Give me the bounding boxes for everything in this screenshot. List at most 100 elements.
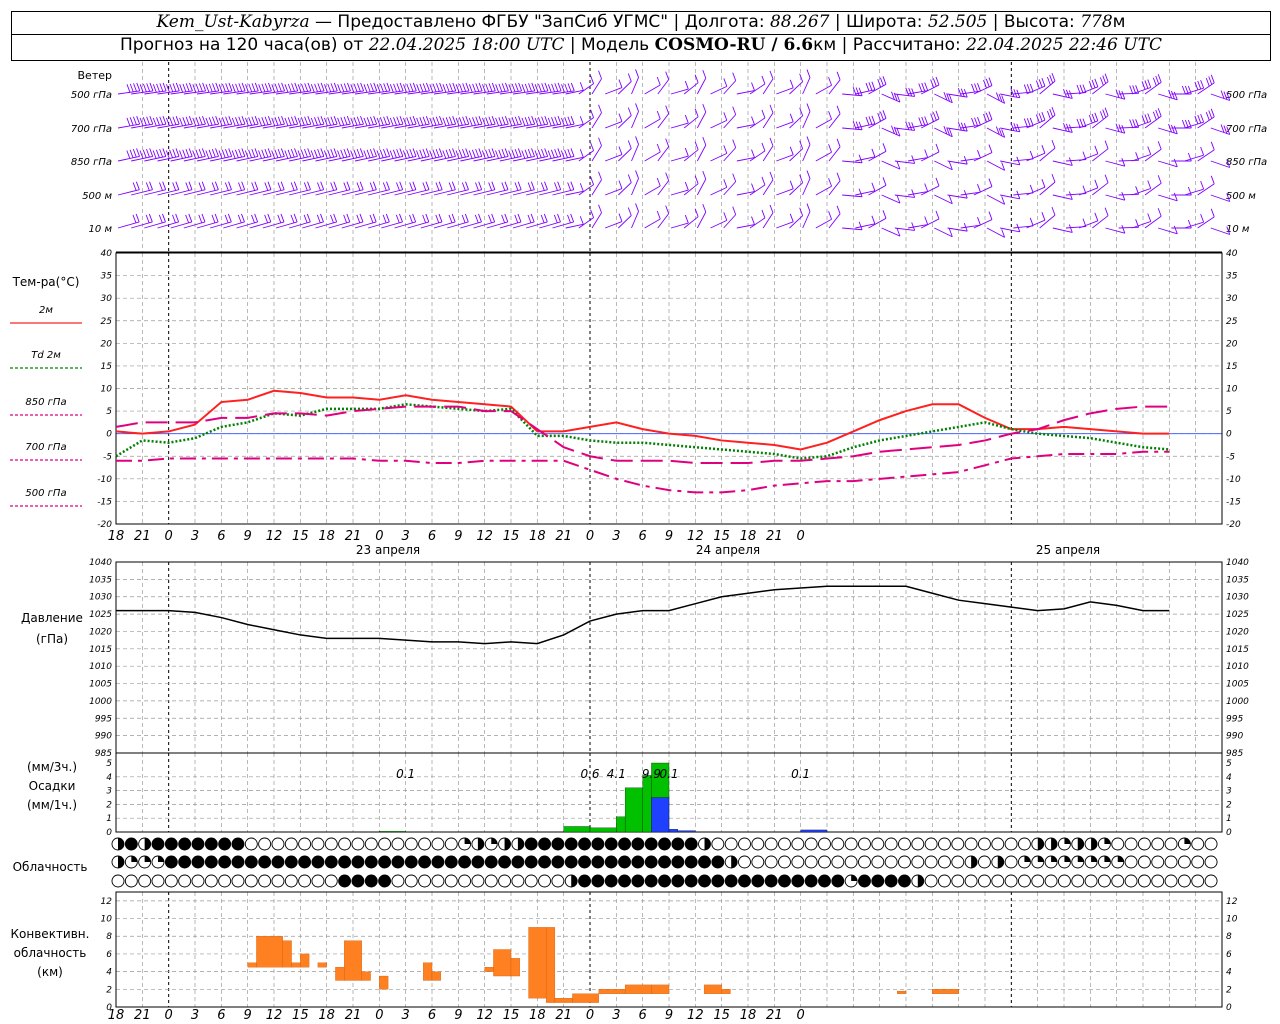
wind-barb-feather: [224, 214, 229, 224]
wind-barb-shaft: [539, 155, 561, 162]
wind-level-left: 10 м: [89, 224, 113, 235]
wind-barb-feather: [346, 116, 351, 125]
wind-barb-feather: [422, 182, 427, 191]
wind-barb-feather: [142, 83, 147, 93]
wind-barb-feather: [419, 149, 424, 158]
wind-barb-feather: [799, 73, 804, 82]
wind-barb-feather: [475, 182, 479, 191]
wind-barb-feather: [369, 214, 374, 224]
wind-barb-shaft: [1026, 219, 1046, 229]
wind-barb-shaft: [973, 85, 993, 95]
wind-barb-feather: [983, 79, 987, 89]
wind-barb-feather: [960, 88, 965, 97]
cloud-cover-symbol: [844, 837, 858, 851]
prec-ytick-right: 3: [1226, 787, 1232, 797]
wind-barb-shaft: [605, 188, 623, 196]
wind-barb-feather: [277, 116, 282, 125]
wind-barb-feather: [618, 113, 623, 122]
wind-barb-feather: [337, 150, 341, 159]
wind-barb-feather: [356, 116, 361, 125]
conv-xtick: 3: [612, 1008, 620, 1023]
wind-barb-feather: [307, 181, 311, 190]
wind-barb-feather: [1051, 173, 1056, 183]
cloud-cover-symbol: [844, 874, 858, 888]
wind-barb-feather: [702, 103, 707, 113]
conv-bar: [379, 975, 389, 990]
wind-barb-shaft: [381, 189, 403, 196]
wind-barb-feather: [751, 149, 755, 158]
cloud-cover-symbol: [751, 855, 765, 869]
wind-barb-feather: [458, 117, 463, 126]
wind-barb-feather: [491, 213, 496, 223]
cloud-cover-symbol: [1177, 837, 1191, 851]
prec-ytick-right: 4: [1226, 773, 1232, 783]
cloud-cover-symbol: [1057, 874, 1071, 888]
wind-barb-feather: [442, 84, 447, 93]
wind-barb-shaft: [275, 90, 298, 95]
wind-barb-feather: [751, 116, 755, 125]
wind-barb-shaft: [1039, 214, 1056, 229]
cloud-cover-symbol: [1124, 874, 1138, 888]
wind-barb-shaft: [907, 90, 928, 95]
wind-level-right: 500 гПа: [1226, 90, 1267, 101]
wind-barb-shaft: [473, 90, 496, 95]
cloud-cover-symbol: [511, 855, 525, 869]
cloud-cover-symbol: [631, 837, 645, 851]
wind-barb-shaft: [486, 221, 508, 229]
cloud-cover-symbol: [324, 855, 338, 869]
wind-barb-feather: [1187, 152, 1192, 162]
wind-barb-feather: [1135, 186, 1140, 195]
cloud-cover-symbol: [498, 874, 512, 888]
wind-barb-shaft: [315, 155, 338, 162]
wind-barb-feather: [554, 148, 559, 158]
cloud-cover-quarter: [1091, 856, 1098, 862]
cloud-cover-symbol: [1204, 855, 1218, 869]
cloud-cover-symbol: [351, 874, 365, 888]
wind-barb-shaft: [381, 123, 404, 129]
wind-barb-feather: [977, 217, 981, 226]
prec-bar: [589, 827, 617, 833]
wind-barb-feather: [363, 150, 368, 159]
wind-barb-feather: [590, 176, 594, 185]
wind-barb-feather: [224, 182, 229, 191]
wind-barb-feather: [488, 116, 493, 125]
cloud-cover-symbol: [631, 855, 645, 869]
prec-total-label: 0.6: [580, 767, 599, 781]
wind-barb-feather: [858, 154, 863, 163]
wind-barb-shaft: [170, 155, 193, 162]
wind-barb-feather: [1187, 85, 1192, 95]
wind-barb-feather: [1041, 78, 1046, 87]
pres-title: Давление: [21, 611, 83, 625]
wind-barb-feather: [237, 214, 242, 224]
wind-barb-feather: [320, 82, 325, 92]
cloud-cover-symbol: [778, 837, 791, 851]
wind-barb-feather: [517, 213, 522, 223]
wind-barb-shaft: [420, 189, 443, 196]
cloud-cover-symbol: [964, 855, 978, 869]
wind-barb-shaft: [144, 123, 167, 129]
wind-barb-shaft: [1210, 194, 1230, 202]
wind-barb-feather: [231, 117, 236, 127]
cloud-cover-symbol: [404, 837, 418, 851]
wind-barb-shaft: [1118, 193, 1139, 196]
wind-barb-shaft: [1013, 225, 1034, 229]
conv-bar: [344, 940, 362, 981]
prec-total-label: 9.9: [642, 767, 661, 781]
wind-barb-feather: [1099, 111, 1104, 120]
wind-barb-feather: [307, 148, 312, 157]
wind-barb-feather: [320, 213, 324, 223]
wind-barb-feather: [579, 183, 584, 192]
wind-barb-feather: [455, 84, 460, 93]
conv-xtick: 18: [108, 1008, 125, 1023]
cloud-cover-symbol: [1177, 855, 1191, 869]
pres-ytick-left: 1005: [89, 680, 112, 690]
wind-barb-feather: [491, 116, 496, 125]
wind-barb-shaft: [973, 219, 993, 229]
wind-barb-feather: [412, 116, 417, 125]
wind-barb-feather: [1079, 84, 1084, 93]
cloud-cover-symbol: [1031, 837, 1045, 851]
wind-barb-shaft: [1158, 93, 1178, 101]
cloud-cover-symbol: [578, 837, 591, 851]
wind-barb-feather: [1010, 88, 1015, 97]
wind-barb-feather: [544, 148, 549, 157]
